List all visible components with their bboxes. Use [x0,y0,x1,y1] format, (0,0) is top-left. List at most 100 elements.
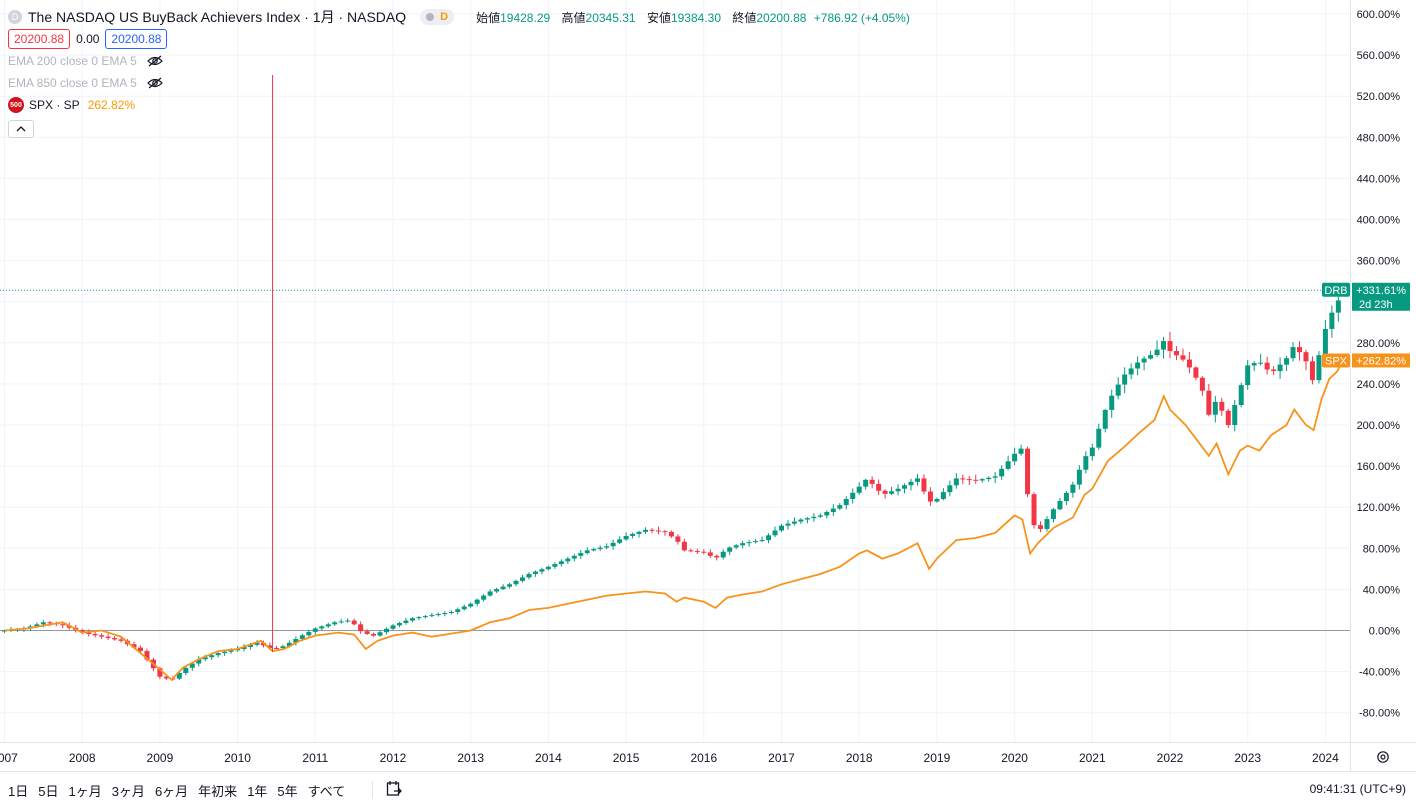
x-tick-label: 2017 [768,751,795,765]
change-value: +786.92 (+4.05%) [813,10,910,25]
candle-body [545,566,551,570]
y-tick-label: 240.00% [1357,379,1401,391]
range-ytd-button[interactable]: 年初来 [198,784,238,799]
candle-body [118,639,124,641]
candle-body [364,631,370,634]
candle-body [668,531,674,537]
candle-body [1161,341,1167,350]
y-tick-label: 400.00% [1357,215,1401,227]
y-tick-label: 480.00% [1357,132,1401,144]
candle-body [804,518,810,520]
candle-body [1070,484,1076,493]
y-tick-label: 280.00% [1357,338,1401,350]
y-tick-label: 560.00% [1357,50,1401,62]
y-tick-label: -80.00% [1359,708,1400,720]
compare-symbol-row[interactable]: 500 SPX · SP 262.82% [8,94,910,116]
candle-body [843,498,849,506]
chevron-up-icon [16,126,26,132]
toolbar-divider [372,781,373,799]
candle-body [1167,341,1173,352]
candle-body [500,586,506,590]
eye-off-icon[interactable] [146,77,163,89]
candle-body [908,481,914,486]
close-value: 20200.88 [756,10,807,25]
chart-legend: D The NASDAQ US BuyBack Achievers Index … [8,6,910,138]
compare-symbol-name: SPX · SP [29,98,80,112]
candle-body [1135,362,1141,369]
candle-body [934,498,940,502]
candle-body [513,580,519,585]
compare-symbol-value: 262.82% [87,98,136,112]
candle-body [1102,409,1108,429]
candle-body [630,533,636,536]
symbol-title[interactable]: The NASDAQ US BuyBack Achievers Index · … [28,9,407,25]
range-1y-button[interactable]: 1年 [247,784,268,799]
y-tick-label: 0.00% [1369,626,1400,638]
candle-body [850,492,856,499]
market-status-badge[interactable]: D [420,9,455,25]
candle-body [707,552,713,556]
sell-price-button[interactable]: 20200.88 [8,29,71,49]
candle-body [345,620,351,622]
candle-body [267,645,273,648]
candle-body [1264,362,1270,370]
candle-body [973,479,979,481]
y-tick-label: 520.00% [1357,91,1401,103]
candle-body [1044,519,1050,529]
y-tick-label: 360.00% [1357,256,1401,268]
candle-body [740,543,746,546]
candle-body [999,468,1005,477]
candle-body [1297,347,1302,353]
gear-icon[interactable] [1376,750,1390,764]
candle-body [332,622,338,625]
x-tick-label: 2008 [69,751,96,765]
spx-last-value-label: +262.82% [1356,355,1406,367]
candle-body [1173,351,1179,356]
candle-body [830,508,836,512]
y-tick-label: 40.00% [1363,584,1401,596]
candle-body [358,624,364,632]
candle-body [403,620,409,623]
collapse-legend-button[interactable] [8,120,34,138]
x-tick-label: 2024 [1312,751,1339,765]
x-tick-label: 2023 [1234,751,1261,765]
candle-body [1083,456,1089,470]
candle-body [448,612,454,614]
candle-body [1206,390,1212,415]
y-tick-label: 440.00% [1357,173,1401,185]
close-label: 終値 [732,10,757,25]
low-value: 19384.30 [670,10,722,25]
x-tick-label: 2010 [224,751,251,765]
range-5d-button[interactable]: 5日 [38,784,59,799]
candle-body [1109,395,1115,410]
candle-body [319,626,325,629]
range-1d-button[interactable]: 1日 [8,784,29,799]
range-5y-button[interactable]: 5年 [277,784,298,799]
candle-body [196,659,202,664]
range-6m-button[interactable]: 6ヶ月 [154,784,189,799]
candle-body [655,530,661,532]
ohlc-values: 始値19428.29 高値20345.31 安値19384.30 終値20200… [468,9,910,26]
range-1m-button[interactable]: 1ヶ月 [68,784,102,799]
y-tick-label: -40.00% [1359,667,1400,679]
range-all-button[interactable]: すべて [307,784,346,799]
candle-body [338,621,344,623]
range-3m-button[interactable]: 3ヶ月 [111,784,145,799]
candle-body [552,564,558,567]
price-chart[interactable]: 600.00% 560.00% 520.00% 480.00% 440.00% 400.0… [0,0,1416,771]
candle-body [474,599,480,604]
candle-body [306,631,312,636]
candle-body [817,515,823,517]
clock-timezone[interactable]: 09:41:31 (UTC+9) [1309,782,1406,796]
indicator-row-ema200[interactable]: EMA 200 close 0 EMA 5 [8,50,910,72]
candle-body [558,561,564,565]
candle-body [1219,401,1225,411]
low-label: 安値 [646,10,671,25]
candle-body [390,625,396,629]
indicator-row-ema850[interactable]: EMA 850 close 0 EMA 5 [8,72,910,94]
calendar-goto-icon[interactable] [386,780,402,798]
buy-price-button[interactable]: 20200.88 [105,29,168,49]
eye-off-icon[interactable] [146,55,163,67]
time-range-selector: 1日 5日 1ヶ月 3ヶ月 6ヶ月 年初来 1年 5年 すべて [8,781,355,800]
candle-body [1238,385,1244,406]
